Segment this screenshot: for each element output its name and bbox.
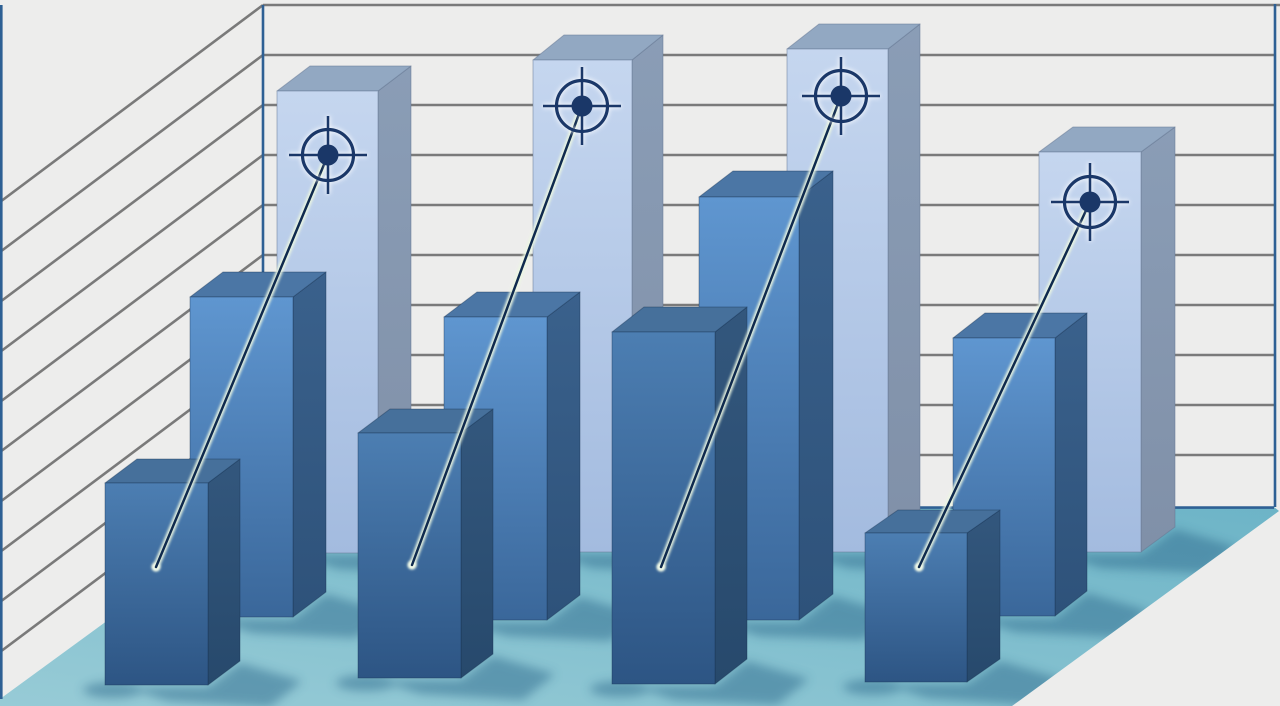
trend-line-1 bbox=[151, 151, 332, 572]
bar-shadow bbox=[1059, 529, 1237, 573]
crosshair-center-dot bbox=[830, 85, 852, 107]
bar-shadow bbox=[719, 596, 895, 640]
trend-line-core bbox=[917, 200, 1092, 569]
bar-shadow bbox=[464, 597, 642, 641]
trend-line-2 bbox=[407, 102, 586, 570]
bar-side-face bbox=[1054, 312, 1088, 617]
bar-side-face bbox=[887, 23, 921, 553]
crosshair-ring bbox=[554, 78, 610, 134]
crosshair-ring bbox=[300, 127, 356, 183]
left-wall-gridline bbox=[0, 3, 264, 204]
crosshair-center-dot bbox=[317, 144, 339, 166]
bar-side-face bbox=[546, 291, 581, 621]
left-wall-gridline bbox=[0, 153, 264, 354]
trend-line-core bbox=[154, 153, 330, 569]
crosshair-ring bbox=[1062, 174, 1118, 230]
bar-side-face bbox=[1140, 126, 1176, 553]
bar-shadow bbox=[378, 656, 555, 700]
bar-foot-shadow bbox=[336, 675, 396, 691]
bar-shadow bbox=[210, 594, 388, 638]
trend-line-core bbox=[410, 104, 584, 567]
crosshair-ring bbox=[813, 68, 869, 124]
bar-foot-shadow bbox=[590, 681, 650, 697]
left-wall-gridline bbox=[0, 103, 264, 304]
bar-shadow bbox=[632, 661, 809, 705]
bar-side-face bbox=[292, 271, 327, 618]
target-crosshair-icon-3 bbox=[802, 57, 880, 135]
crosshair-center-dot bbox=[571, 95, 593, 117]
trend-line-3 bbox=[656, 92, 845, 572]
crosshair-center-dot bbox=[1079, 191, 1101, 213]
target-crosshair-icon-1 bbox=[289, 116, 367, 194]
bar-front-face bbox=[104, 482, 209, 686]
bar-group3-front bbox=[611, 306, 748, 685]
target-crosshair-icon-2 bbox=[543, 67, 621, 145]
bar-shadow bbox=[973, 593, 1149, 637]
left-wall-gridline bbox=[0, 53, 264, 254]
bar-side-face bbox=[798, 170, 834, 621]
trend-line-4 bbox=[914, 198, 1094, 572]
bar-side-face bbox=[207, 458, 241, 686]
bar-group1-front bbox=[104, 458, 241, 686]
bar-foot-shadow bbox=[83, 682, 143, 698]
bar-group4-front bbox=[864, 509, 1001, 683]
bar-front-face bbox=[864, 532, 968, 683]
bar-shadow bbox=[885, 661, 1062, 705]
trend-line-core bbox=[659, 94, 843, 569]
bar-shadow bbox=[125, 663, 302, 706]
bar-side-face bbox=[966, 509, 1001, 683]
left-wall-gridline bbox=[0, 203, 264, 404]
bar-group2-front bbox=[357, 408, 494, 679]
bar-foot-shadow bbox=[843, 679, 903, 695]
bar-side-face bbox=[460, 408, 494, 679]
bar-front-face bbox=[611, 331, 716, 685]
target-crosshair-icon-4 bbox=[1051, 163, 1129, 241]
